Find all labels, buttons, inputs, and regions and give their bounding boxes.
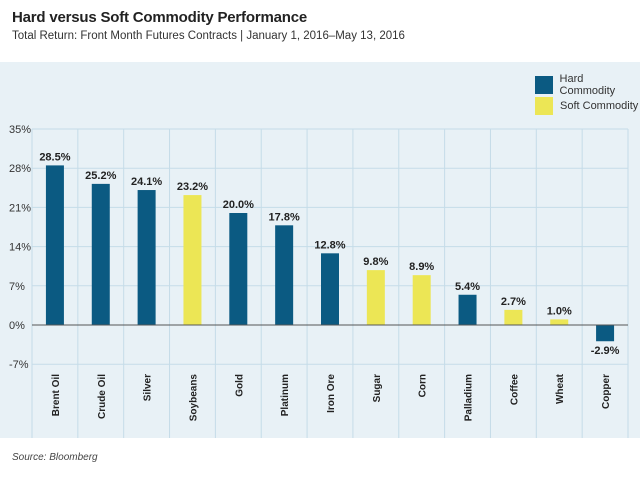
chart-title: Hard versus Soft Commodity Performance bbox=[12, 9, 307, 26]
bar-platinum bbox=[275, 225, 294, 325]
data-label: 25.2% bbox=[85, 170, 116, 182]
bar-silver bbox=[137, 190, 156, 325]
bar-palladium bbox=[458, 294, 477, 325]
category-label: Palladium bbox=[464, 374, 475, 421]
bar-wheat bbox=[550, 319, 569, 325]
category-label: Platinum bbox=[280, 374, 291, 416]
data-label: 8.9% bbox=[409, 261, 434, 273]
category-label: Brent Oil bbox=[51, 374, 62, 416]
data-label: 23.2% bbox=[177, 181, 208, 193]
data-label: -2.9% bbox=[591, 345, 620, 357]
data-label: 2.7% bbox=[501, 296, 526, 308]
data-label: 5.4% bbox=[455, 281, 480, 293]
data-labels: 28.5% 25.2% 24.1% 23.2% 20.0% 17.8% 12.8% 9.8% 8… bbox=[39, 151, 619, 357]
legend-soft-swatch bbox=[535, 97, 553, 115]
data-label: 12.8% bbox=[314, 239, 345, 251]
chart-subtitle: Total Return: Front Month Futures Contra… bbox=[12, 30, 405, 42]
axes: 35% 28% 21% 14% 7% 0% -7% Brent Oil Crude Oil Sil… bbox=[9, 124, 628, 421]
category-label: Silver bbox=[143, 374, 154, 401]
y-tick-label: -7% bbox=[9, 359, 29, 371]
bar-copper bbox=[596, 325, 615, 342]
category-label: Coffee bbox=[509, 374, 520, 406]
legend-soft: Soft Commodity bbox=[535, 97, 638, 115]
data-label: 17.8% bbox=[269, 211, 300, 223]
y-tick-label: 35% bbox=[9, 124, 31, 136]
data-label: 28.5% bbox=[39, 151, 70, 163]
source-note: Source: Bloomberg bbox=[12, 452, 98, 463]
legend-hard-swatch bbox=[535, 76, 553, 94]
category-label: Copper bbox=[601, 374, 612, 409]
category-label: Wheat bbox=[555, 373, 566, 404]
y-tick-label: 14% bbox=[9, 242, 31, 254]
data-label: 1.0% bbox=[547, 305, 572, 317]
y-tick-label: 7% bbox=[9, 281, 25, 293]
category-label: Crude Oil bbox=[97, 374, 108, 419]
y-tick-label: 28% bbox=[9, 163, 31, 175]
data-label: 20.0% bbox=[223, 199, 254, 211]
legend-hard-label: Hard Commodity bbox=[559, 73, 616, 97]
data-label: 24.1% bbox=[131, 176, 162, 188]
legend-hard: Hard Commodity bbox=[535, 73, 640, 97]
category-label: Gold bbox=[234, 374, 245, 397]
legend-soft-label: Soft Commodity bbox=[560, 100, 639, 112]
category-label: Corn bbox=[418, 374, 429, 397]
bars bbox=[45, 165, 615, 342]
bar-crude-oil bbox=[91, 183, 110, 325]
grid-lines bbox=[31, 128, 629, 438]
y-tick-label: 21% bbox=[9, 202, 31, 214]
category-label: Sugar bbox=[372, 374, 383, 402]
bar-iron-ore bbox=[321, 253, 339, 325]
bar-corn bbox=[412, 275, 431, 325]
data-label: 9.8% bbox=[363, 256, 388, 268]
bar-coffee bbox=[504, 309, 523, 325]
bar-brent-oil bbox=[45, 165, 64, 325]
bar-sugar bbox=[366, 270, 385, 325]
category-label: Soybeans bbox=[188, 374, 199, 422]
y-tick-label: 0% bbox=[9, 320, 25, 332]
bar-gold bbox=[229, 213, 248, 325]
bar-soybeans bbox=[183, 195, 202, 325]
category-label: Iron Ore bbox=[326, 374, 337, 413]
